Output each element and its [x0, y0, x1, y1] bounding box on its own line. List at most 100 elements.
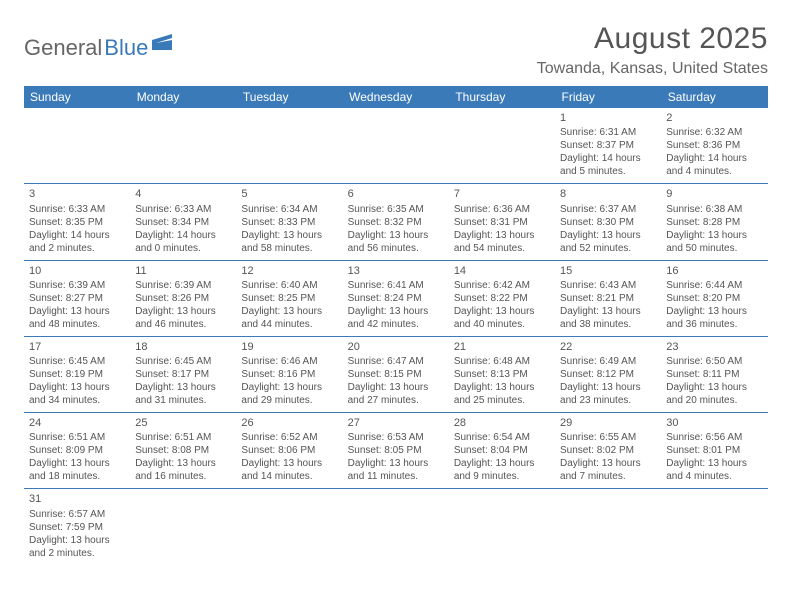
- daylight-text: Daylight: 13 hours and 34 minutes.: [29, 381, 125, 407]
- daylight-text: Daylight: 13 hours and 20 minutes.: [666, 381, 762, 407]
- sunrise-text: Sunrise: 6:47 AM: [348, 355, 444, 368]
- daylight-text: Daylight: 13 hours and 2 minutes.: [29, 534, 125, 560]
- daylight-text: Daylight: 13 hours and 58 minutes.: [241, 229, 337, 255]
- sunrise-text: Sunrise: 6:40 AM: [241, 279, 337, 292]
- sunset-text: Sunset: 8:35 PM: [29, 216, 125, 229]
- daylight-text: Daylight: 14 hours and 2 minutes.: [29, 229, 125, 255]
- sunset-text: Sunset: 8:33 PM: [241, 216, 337, 229]
- sunset-text: Sunset: 8:15 PM: [348, 368, 444, 381]
- weekday-header: Tuesday: [236, 86, 342, 108]
- daylight-text: Daylight: 13 hours and 46 minutes.: [135, 305, 231, 331]
- daylight-text: Daylight: 13 hours and 44 minutes.: [241, 305, 337, 331]
- sunset-text: Sunset: 8:24 PM: [348, 292, 444, 305]
- calendar-cell: [343, 108, 449, 184]
- sunset-text: Sunset: 8:26 PM: [135, 292, 231, 305]
- sunrise-text: Sunrise: 6:33 AM: [29, 203, 125, 216]
- title-block: August 2025 Towanda, Kansas, United Stat…: [537, 22, 768, 78]
- sunrise-text: Sunrise: 6:46 AM: [241, 355, 337, 368]
- day-number: 28: [454, 416, 550, 430]
- sunrise-text: Sunrise: 6:39 AM: [135, 279, 231, 292]
- daylight-text: Daylight: 13 hours and 16 minutes.: [135, 457, 231, 483]
- sunset-text: Sunset: 8:37 PM: [560, 139, 656, 152]
- weekday-header: Thursday: [449, 86, 555, 108]
- day-number: 19: [241, 340, 337, 354]
- sunrise-text: Sunrise: 6:45 AM: [135, 355, 231, 368]
- day-number: 15: [560, 264, 656, 278]
- day-number: 21: [454, 340, 550, 354]
- sunset-text: Sunset: 8:08 PM: [135, 444, 231, 457]
- calendar-cell: 17Sunrise: 6:45 AMSunset: 8:19 PMDayligh…: [24, 336, 130, 412]
- calendar-cell: 19Sunrise: 6:46 AMSunset: 8:16 PMDayligh…: [236, 336, 342, 412]
- daylight-text: Daylight: 13 hours and 29 minutes.: [241, 381, 337, 407]
- sunrise-text: Sunrise: 6:32 AM: [666, 126, 762, 139]
- day-number: 27: [348, 416, 444, 430]
- calendar-cell: 14Sunrise: 6:42 AMSunset: 8:22 PMDayligh…: [449, 260, 555, 336]
- calendar-table: SundayMondayTuesdayWednesdayThursdayFrid…: [24, 86, 768, 565]
- day-number: 4: [135, 187, 231, 201]
- sunset-text: Sunset: 8:20 PM: [666, 292, 762, 305]
- sunset-text: Sunset: 8:27 PM: [29, 292, 125, 305]
- calendar-row: 31Sunrise: 6:57 AMSunset: 7:59 PMDayligh…: [24, 489, 768, 565]
- daylight-text: Daylight: 13 hours and 4 minutes.: [666, 457, 762, 483]
- day-number: 31: [29, 492, 125, 506]
- daylight-text: Daylight: 14 hours and 0 minutes.: [135, 229, 231, 255]
- calendar-cell: 4Sunrise: 6:33 AMSunset: 8:34 PMDaylight…: [130, 184, 236, 260]
- sunrise-text: Sunrise: 6:54 AM: [454, 431, 550, 444]
- day-number: 29: [560, 416, 656, 430]
- sunset-text: Sunset: 8:05 PM: [348, 444, 444, 457]
- day-number: 7: [454, 187, 550, 201]
- sunrise-text: Sunrise: 6:55 AM: [560, 431, 656, 444]
- daylight-text: Daylight: 13 hours and 54 minutes.: [454, 229, 550, 255]
- day-number: 1: [560, 111, 656, 125]
- calendar-cell: 10Sunrise: 6:39 AMSunset: 8:27 PMDayligh…: [24, 260, 130, 336]
- calendar-cell: 13Sunrise: 6:41 AMSunset: 8:24 PMDayligh…: [343, 260, 449, 336]
- sunrise-text: Sunrise: 6:37 AM: [560, 203, 656, 216]
- day-number: 25: [135, 416, 231, 430]
- location: Towanda, Kansas, United States: [537, 60, 768, 78]
- calendar-cell: 2Sunrise: 6:32 AMSunset: 8:36 PMDaylight…: [661, 108, 767, 184]
- calendar-cell: 7Sunrise: 6:36 AMSunset: 8:31 PMDaylight…: [449, 184, 555, 260]
- day-number: 17: [29, 340, 125, 354]
- daylight-text: Daylight: 13 hours and 40 minutes.: [454, 305, 550, 331]
- sunrise-text: Sunrise: 6:51 AM: [29, 431, 125, 444]
- calendar-cell: [236, 489, 342, 565]
- day-number: 9: [666, 187, 762, 201]
- sunrise-text: Sunrise: 6:34 AM: [241, 203, 337, 216]
- logo-text-1: General: [24, 35, 102, 61]
- calendar-cell: 16Sunrise: 6:44 AMSunset: 8:20 PMDayligh…: [661, 260, 767, 336]
- sunrise-text: Sunrise: 6:48 AM: [454, 355, 550, 368]
- daylight-text: Daylight: 13 hours and 36 minutes.: [666, 305, 762, 331]
- calendar-row: 10Sunrise: 6:39 AMSunset: 8:27 PMDayligh…: [24, 260, 768, 336]
- calendar-cell: 30Sunrise: 6:56 AMSunset: 8:01 PMDayligh…: [661, 413, 767, 489]
- calendar-cell: 22Sunrise: 6:49 AMSunset: 8:12 PMDayligh…: [555, 336, 661, 412]
- sunset-text: Sunset: 8:32 PM: [348, 216, 444, 229]
- daylight-text: Daylight: 13 hours and 31 minutes.: [135, 381, 231, 407]
- daylight-text: Daylight: 14 hours and 4 minutes.: [666, 152, 762, 178]
- calendar-cell: 3Sunrise: 6:33 AMSunset: 8:35 PMDaylight…: [24, 184, 130, 260]
- sunrise-text: Sunrise: 6:52 AM: [241, 431, 337, 444]
- calendar-cell: 24Sunrise: 6:51 AMSunset: 8:09 PMDayligh…: [24, 413, 130, 489]
- day-number: 11: [135, 264, 231, 278]
- day-number: 10: [29, 264, 125, 278]
- calendar-row: 1Sunrise: 6:31 AMSunset: 8:37 PM Daylight…: [24, 108, 768, 184]
- calendar-cell: 8Sunrise: 6:37 AMSunset: 8:30 PMDaylight…: [555, 184, 661, 260]
- sunset-text: Sunset: 8:09 PM: [29, 444, 125, 457]
- sunset-text: Sunset: 8:19 PM: [29, 368, 125, 381]
- daylight-text: Daylight: 13 hours and 42 minutes.: [348, 305, 444, 331]
- calendar-cell: 9Sunrise: 6:38 AMSunset: 8:28 PMDaylight…: [661, 184, 767, 260]
- sunset-text: Sunset: 8:28 PM: [666, 216, 762, 229]
- day-number: 12: [241, 264, 337, 278]
- sunrise-text: Sunrise: 6:57 AM: [29, 508, 125, 521]
- daylight-text: Daylight: 13 hours and 48 minutes.: [29, 305, 125, 331]
- sunset-text: Sunset: 8:11 PM: [666, 368, 762, 381]
- day-number: 2: [666, 111, 762, 125]
- daylight-text: Daylight: 13 hours and 14 minutes.: [241, 457, 337, 483]
- weekday-header: Friday: [555, 86, 661, 108]
- calendar-cell: [24, 108, 130, 184]
- day-number: 30: [666, 416, 762, 430]
- calendar-cell: 12Sunrise: 6:40 AMSunset: 8:25 PMDayligh…: [236, 260, 342, 336]
- calendar-row: 24Sunrise: 6:51 AMSunset: 8:09 PMDayligh…: [24, 413, 768, 489]
- day-number: 22: [560, 340, 656, 354]
- sunrise-text: Sunrise: 6:31 AM: [560, 126, 656, 139]
- daylight-text: Daylight: 13 hours and 11 minutes.: [348, 457, 444, 483]
